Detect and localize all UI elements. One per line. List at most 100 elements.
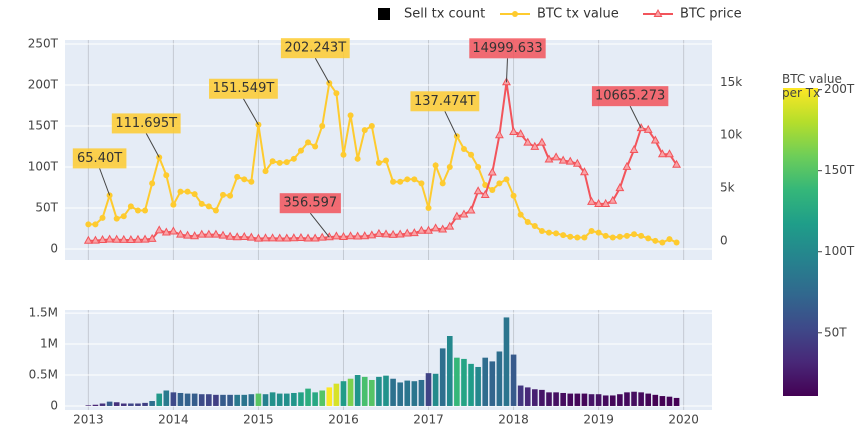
marker xyxy=(112,234,122,243)
marker xyxy=(558,155,568,164)
annotation-box xyxy=(72,148,127,169)
annotation-text: 65.40T xyxy=(77,151,122,166)
marker xyxy=(480,190,490,199)
marker xyxy=(92,221,99,228)
marker xyxy=(553,230,560,237)
marker xyxy=(567,233,574,240)
marker xyxy=(475,164,482,171)
annotation-arrow xyxy=(243,98,259,125)
bar xyxy=(432,373,439,406)
bar xyxy=(326,387,333,406)
marker xyxy=(253,233,263,242)
marker xyxy=(198,200,205,207)
marker xyxy=(119,234,129,243)
marker xyxy=(142,207,149,214)
bar xyxy=(510,354,517,406)
bar xyxy=(609,395,616,406)
marker xyxy=(622,161,632,170)
marker xyxy=(652,237,659,244)
marker xyxy=(601,198,611,207)
bar xyxy=(305,388,311,406)
y-tick-label: 200T xyxy=(28,78,59,92)
marker xyxy=(232,232,242,241)
annotation-box xyxy=(279,193,341,214)
colorbar-tick-label: 200T xyxy=(824,82,855,96)
colorbar xyxy=(783,88,818,396)
y-tick-label: 50T xyxy=(35,201,58,215)
marker xyxy=(140,234,150,243)
bar xyxy=(482,357,489,406)
marker xyxy=(197,229,207,238)
marker xyxy=(530,141,540,150)
bar xyxy=(106,401,113,406)
marker xyxy=(572,158,582,167)
legend-label: BTC price xyxy=(680,7,742,22)
marker xyxy=(595,229,602,236)
marker xyxy=(487,167,497,176)
marker xyxy=(424,225,433,234)
marker xyxy=(587,196,596,205)
y-tick-label: 100T xyxy=(28,160,59,174)
marker xyxy=(234,173,241,180)
marker xyxy=(220,191,226,198)
marker xyxy=(616,233,623,240)
marker xyxy=(105,234,115,243)
marker xyxy=(289,233,299,242)
marker xyxy=(397,178,404,185)
marker xyxy=(269,158,276,165)
marker xyxy=(509,126,519,136)
marker xyxy=(163,172,170,179)
bar xyxy=(120,403,127,406)
marker xyxy=(282,233,292,242)
marker xyxy=(375,159,382,166)
bar xyxy=(312,392,318,406)
bar xyxy=(248,394,255,406)
y-tick-label: 10k xyxy=(720,128,742,142)
bar xyxy=(128,403,134,406)
y-tick-label: 250T xyxy=(28,37,59,51)
legend-marker xyxy=(512,11,518,17)
marker xyxy=(290,155,297,162)
marker xyxy=(560,232,567,239)
marker xyxy=(452,211,462,220)
annotation-box xyxy=(591,86,669,107)
bar xyxy=(446,336,453,406)
bar xyxy=(340,381,347,406)
marker xyxy=(347,112,354,119)
marker xyxy=(608,195,618,204)
marker xyxy=(466,205,476,214)
bar xyxy=(291,392,297,406)
bar xyxy=(135,403,141,406)
marker xyxy=(538,227,545,234)
marker xyxy=(126,234,136,244)
marker xyxy=(212,207,219,214)
marker xyxy=(191,191,198,198)
bar xyxy=(397,382,403,406)
marker xyxy=(517,211,524,218)
marker xyxy=(418,180,425,187)
marker xyxy=(303,233,313,242)
bar xyxy=(475,366,481,406)
marker xyxy=(565,156,575,165)
y-tick-label: 1M xyxy=(40,337,58,351)
marker xyxy=(368,123,375,130)
bar xyxy=(354,375,361,406)
marker xyxy=(268,233,278,242)
annotation-box xyxy=(280,38,350,59)
marker xyxy=(275,233,285,242)
marker xyxy=(588,227,595,234)
marker xyxy=(510,192,517,199)
bar xyxy=(241,394,248,406)
marker xyxy=(631,231,638,238)
marker xyxy=(594,198,604,207)
bar xyxy=(142,402,148,406)
marker xyxy=(638,232,645,239)
marker xyxy=(367,230,377,239)
marker xyxy=(438,224,448,233)
bar xyxy=(624,392,630,406)
legend-label: Sell tx count xyxy=(404,7,485,22)
marker xyxy=(241,176,248,183)
marker xyxy=(581,234,588,241)
bar xyxy=(191,393,198,406)
marker xyxy=(177,188,184,195)
